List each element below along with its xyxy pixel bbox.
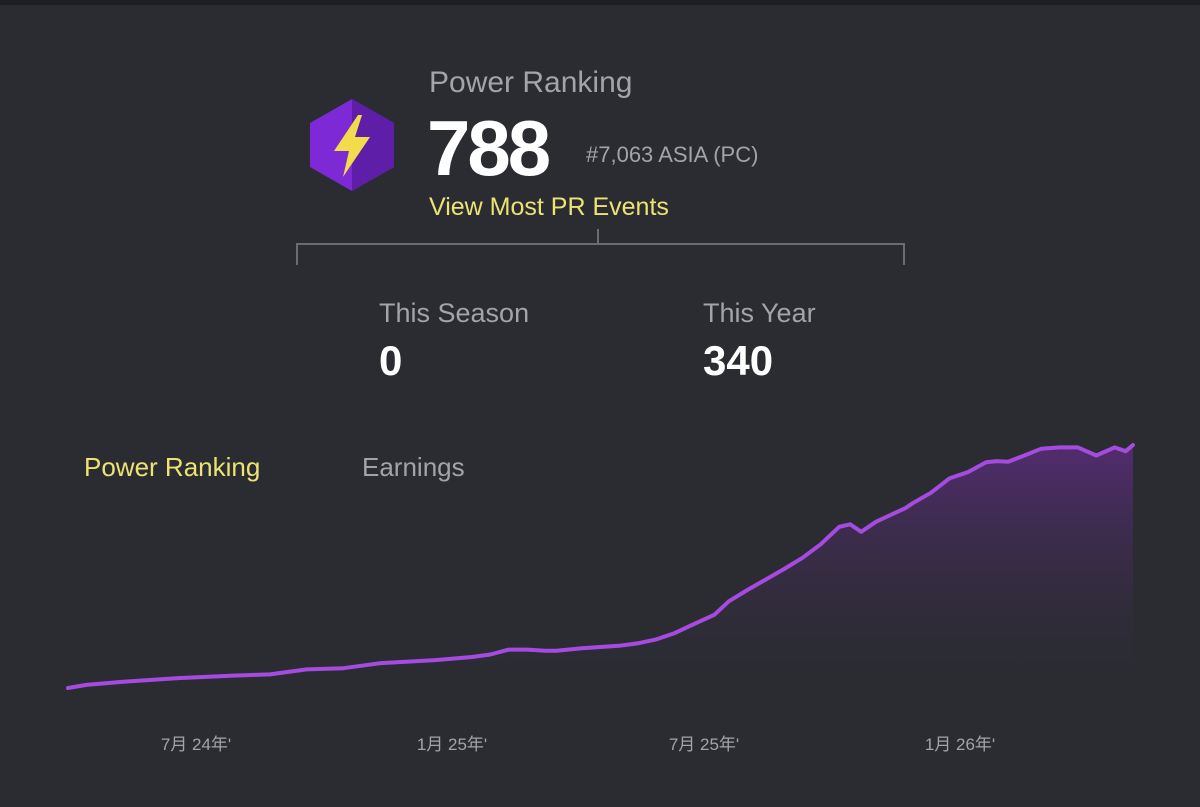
this-season-value: 0 [379, 337, 403, 384]
x-tick-label: 7月 24年' [161, 735, 231, 754]
power-ranking-title: Power Ranking [429, 66, 633, 99]
chart-series-line [66, 443, 1135, 690]
power-ranking-header: Power Ranking 788 #7,063 ASIA (PC) View … [0, 0, 1200, 270]
this-year-stat: This Year 340 [703, 298, 816, 385]
regional-rank: #7,063 ASIA (PC) [586, 142, 759, 167]
stats-bracket-divider [296, 229, 905, 265]
this-season-label: This Season [379, 298, 530, 328]
this-year-label: This Year [703, 298, 816, 328]
this-season-stat: This Season 0 [379, 298, 529, 385]
x-tick-label: 1月 25年' [417, 735, 487, 754]
x-tick-label: 7月 25年' [669, 735, 739, 754]
tab-earnings[interactable]: Earnings [362, 452, 465, 482]
lightning-badge-icon [310, 99, 394, 191]
this-year-value: 340 [703, 337, 774, 384]
x-tick-label: 1月 26年' [925, 735, 995, 754]
chart-area-fill [68, 445, 1133, 692]
view-most-pr-events-link[interactable]: View Most PR Events [429, 193, 669, 221]
power-ranking-score: 788 [427, 104, 551, 192]
top-bar [0, 0, 1200, 5]
power-ranking-chart: 7月 24年' 1月 25年' 7月 25年' 1月 26年' [66, 443, 1135, 754]
tab-power-ranking[interactable]: Power Ranking [84, 452, 261, 482]
